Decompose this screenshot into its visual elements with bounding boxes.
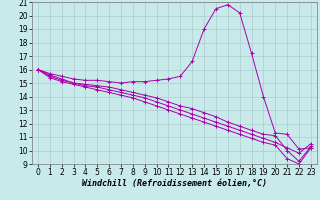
X-axis label: Windchill (Refroidissement éolien,°C): Windchill (Refroidissement éolien,°C) bbox=[82, 179, 267, 188]
